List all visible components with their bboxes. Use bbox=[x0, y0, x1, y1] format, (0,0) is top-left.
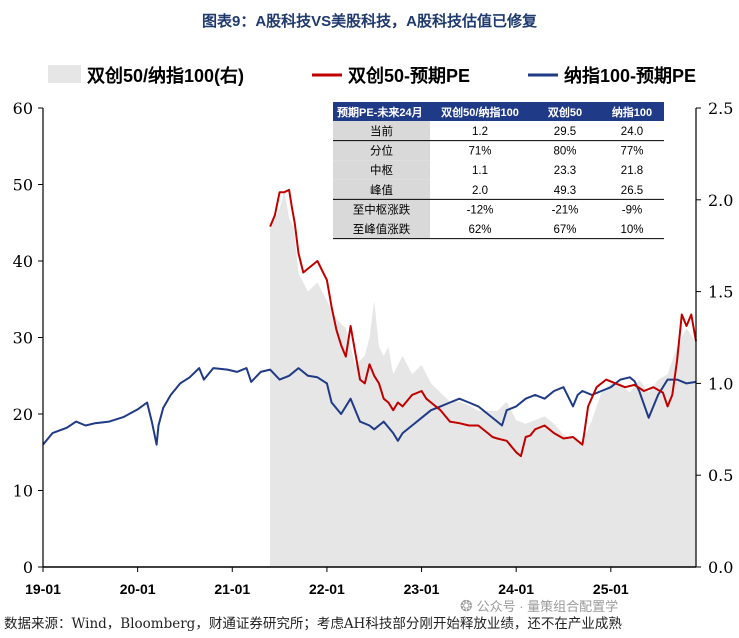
table-cell: -21% bbox=[552, 204, 579, 216]
table-cell: 49.3 bbox=[554, 185, 576, 197]
y-right-tick-label: 0.5 bbox=[708, 466, 733, 485]
y-left-tick-label: 40 bbox=[13, 252, 33, 271]
series-line-star50 bbox=[269, 188, 697, 458]
table-cell: 67% bbox=[553, 224, 576, 236]
y-right-tick-label: 2.5 bbox=[708, 99, 733, 118]
legend-label: 纳指100-预期PE bbox=[564, 65, 696, 86]
y-left-tick-label: 20 bbox=[13, 405, 33, 424]
x-tick-label: 20-01 bbox=[120, 581, 156, 597]
x-tick-label: 22-01 bbox=[309, 581, 345, 597]
table-header-cell: 双创50/纳指100 bbox=[441, 105, 519, 119]
source-note: 数据来源：Wind，Bloomberg，财通证券研究所；考虑AH科技部分刚开始释… bbox=[4, 616, 622, 632]
legend-label: 双创50/纳指100(右) bbox=[87, 65, 244, 86]
table-row-label: 中枢 bbox=[370, 163, 393, 177]
table-cell: 62% bbox=[468, 224, 491, 236]
table-row-label-bg bbox=[333, 179, 430, 200]
table-cell: 1.1 bbox=[472, 165, 488, 177]
table-cell: 26.5 bbox=[621, 185, 643, 197]
legend-swatch-area bbox=[48, 65, 81, 83]
legend-item: 纳指100-预期PE bbox=[528, 65, 696, 86]
x-tick-label: 24-01 bbox=[498, 581, 534, 597]
table-row-label-bg bbox=[333, 219, 430, 239]
table-cell: -9% bbox=[622, 204, 642, 216]
y-left-tick-label: 10 bbox=[13, 482, 33, 501]
legend-item: 双创50-预期PE bbox=[312, 65, 470, 86]
y-right-tick-label: 0.0 bbox=[708, 558, 733, 577]
table-cell: 77% bbox=[620, 146, 643, 158]
series-line-nasdaq bbox=[42, 367, 697, 446]
x-tick-label: 25-01 bbox=[593, 581, 629, 597]
legend-item: 双创50/纳指100(右) bbox=[48, 65, 244, 86]
table-row-label-bg bbox=[333, 199, 430, 219]
x-tick-label: 19-01 bbox=[25, 581, 61, 597]
table-cell: 80% bbox=[553, 146, 576, 158]
table-row-label: 峰值 bbox=[370, 184, 393, 197]
watermark-text: 公众号 · 量策组合配置学 bbox=[476, 599, 619, 614]
table-cell: 1.2 bbox=[472, 126, 488, 138]
table-cell: 24.0 bbox=[621, 126, 643, 138]
table-header-cell: 预期PE-未来24月 bbox=[337, 105, 423, 119]
legend-label: 双创50-预期PE bbox=[348, 65, 470, 86]
table-cell: 2.0 bbox=[472, 185, 488, 197]
table-row-label-bg bbox=[333, 160, 430, 180]
table-cell: 71% bbox=[468, 146, 491, 158]
watermark: ❂ 公众号 · 量策组合配置学 bbox=[460, 596, 618, 615]
y-left-tick-label: 60 bbox=[13, 99, 33, 118]
y-right-tick-label: 1.5 bbox=[708, 283, 733, 302]
table-row-label: 至中枢涨跌 bbox=[353, 202, 411, 216]
table-row-label-bg bbox=[333, 140, 430, 161]
y-right-tick-label: 2.0 bbox=[708, 191, 733, 210]
y-left-tick-label: 50 bbox=[13, 176, 33, 195]
wechat-icon: ❂ bbox=[460, 598, 473, 615]
chart-title: 图表9：A股科技VS美股科技，A股科技估值已修复 bbox=[201, 13, 538, 30]
table-cell: 23.3 bbox=[554, 165, 576, 177]
table-cell: -12% bbox=[467, 204, 494, 216]
x-tick-label: 23-01 bbox=[404, 581, 440, 597]
table-header-cell: 纳指100 bbox=[612, 105, 652, 119]
table-row-label: 分位 bbox=[370, 144, 393, 158]
table-row-label-bg bbox=[333, 121, 430, 141]
table-cell: 29.5 bbox=[554, 126, 576, 138]
table-cell: 10% bbox=[620, 224, 643, 236]
table-header-cell: 双创50 bbox=[548, 105, 582, 119]
summary-table: 预期PE-未来24月 双创50/纳指100 双创50 纳指100 当前 1.2 29.5 24… bbox=[333, 102, 664, 240]
y-right-tick-label: 1.0 bbox=[708, 374, 733, 393]
y-left-tick-label: 0 bbox=[23, 558, 33, 577]
x-tick-label: 21-01 bbox=[214, 581, 250, 597]
table-row-label: 当前 bbox=[370, 124, 393, 138]
series-area-ratio bbox=[270, 190, 696, 567]
table-header-bg bbox=[333, 102, 664, 121]
table-cell: 21.8 bbox=[621, 165, 643, 177]
y-left-tick-label: 30 bbox=[13, 329, 33, 348]
table-row-label: 至峰值涨跌 bbox=[353, 222, 411, 236]
